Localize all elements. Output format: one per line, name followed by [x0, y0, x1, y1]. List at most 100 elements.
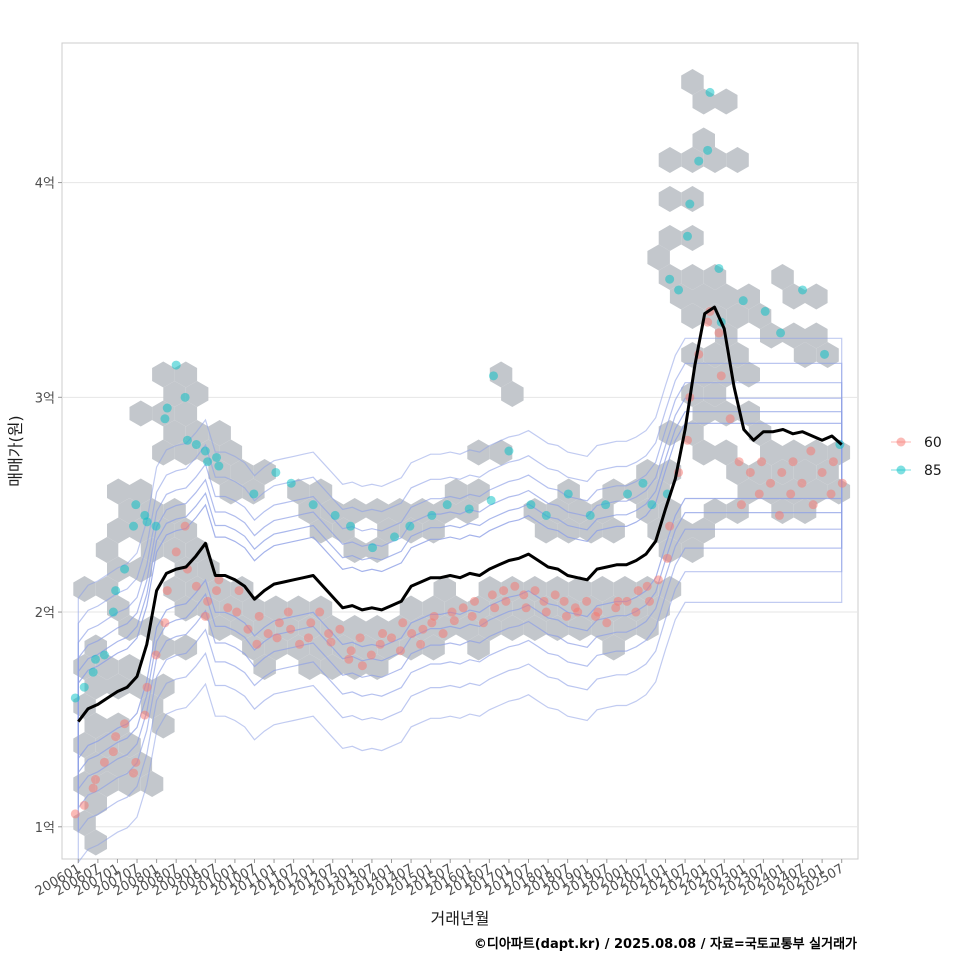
hexbin-cell	[748, 459, 772, 485]
data-point-85	[647, 500, 657, 510]
data-point-85	[131, 500, 141, 510]
hexbin-cell	[726, 147, 749, 173]
hexbin-cell	[388, 498, 411, 524]
data-point-60	[745, 467, 755, 477]
hexbin-cell	[264, 595, 288, 622]
data-point-60	[653, 575, 663, 585]
hexbin-cell	[692, 361, 715, 388]
data-point-85	[249, 489, 259, 499]
hexbin-cell	[760, 439, 783, 466]
data-point-60	[160, 618, 170, 628]
data-point-60	[315, 607, 325, 617]
hexbin-cell	[107, 517, 130, 544]
data-point-60	[837, 478, 847, 488]
data-point-60	[539, 596, 549, 606]
data-point-85	[563, 489, 573, 499]
legend-key-point	[896, 465, 906, 475]
hexbin-cell	[95, 576, 119, 602]
data-point-60	[366, 650, 376, 660]
hexbin-cell	[152, 673, 175, 700]
data-point-60	[573, 607, 583, 617]
data-point-85	[638, 478, 648, 488]
data-point-60	[478, 618, 488, 628]
hexbin-cell	[219, 439, 243, 466]
legend-label: 85	[924, 463, 942, 479]
data-point-85	[526, 500, 536, 510]
data-point-85	[389, 532, 399, 542]
data-point-60	[214, 575, 224, 585]
data-point-60	[272, 633, 282, 643]
data-point-85	[182, 435, 192, 445]
hexbin-cell	[163, 381, 186, 407]
data-point-60	[375, 639, 385, 649]
data-point-60	[151, 650, 161, 660]
data-point-60	[817, 467, 827, 477]
data-point-85	[180, 392, 190, 402]
data-point-85	[504, 446, 514, 456]
data-point-60	[786, 489, 796, 499]
data-point-60	[470, 596, 480, 606]
data-point-60	[395, 646, 405, 656]
hexbin-cell	[422, 634, 445, 661]
hexbin-cell	[152, 712, 175, 739]
data-point-60	[108, 747, 118, 757]
hexbin-cell	[681, 147, 704, 173]
data-point-60	[252, 639, 262, 649]
hexbin-cell	[208, 459, 231, 485]
hexbin-cell	[726, 342, 749, 368]
data-point-60	[644, 596, 654, 606]
hexbin-cell	[129, 478, 153, 505]
hexbin-cell	[174, 439, 198, 466]
hexbin-cell	[692, 400, 715, 427]
hexbin-cell	[84, 751, 107, 778]
data-point-85	[111, 586, 121, 596]
hexbin-cell	[681, 537, 704, 563]
data-point-60	[714, 328, 724, 338]
data-point-85	[760, 306, 770, 316]
data-point-85	[271, 467, 281, 477]
data-point-60	[386, 633, 396, 643]
data-point-85	[685, 199, 695, 209]
data-point-60	[622, 596, 632, 606]
data-point-60	[378, 629, 388, 639]
hexbin-cell	[681, 225, 704, 251]
hexbin-cell	[805, 283, 828, 310]
hexbin-cell	[805, 322, 828, 349]
hexbin-cell	[489, 439, 513, 466]
hexbin-cell	[771, 264, 794, 290]
hexbin-cell	[658, 186, 682, 212]
data-point-60	[171, 547, 181, 557]
data-point-60	[716, 371, 726, 381]
data-point-60	[324, 629, 334, 639]
hexbin-cell	[174, 361, 198, 388]
hexbin-cell	[140, 615, 164, 641]
hexbin-cell	[399, 634, 423, 661]
hexbin-cell	[782, 322, 805, 349]
data-point-60	[418, 624, 428, 634]
data-point-85	[346, 521, 356, 531]
data-point-85	[464, 504, 474, 514]
hexbin-cell	[118, 654, 141, 680]
data-point-60	[274, 618, 284, 628]
data-point-60	[398, 618, 408, 628]
hexbin-cell	[613, 615, 637, 641]
data-point-60	[429, 611, 439, 621]
hexbin-cell	[174, 595, 198, 622]
hexbin-cell	[703, 498, 727, 524]
data-point-60	[541, 607, 551, 617]
data-point-85	[776, 328, 786, 338]
data-point-85	[108, 607, 118, 617]
data-point-60	[70, 809, 80, 819]
hexbin-cell	[636, 615, 659, 641]
hexbin-cell	[793, 342, 817, 368]
data-point-60	[344, 654, 354, 664]
hexbin-cell	[230, 615, 254, 641]
hexbin-cell	[692, 517, 715, 544]
data-point-60	[129, 768, 139, 778]
data-point-60	[510, 581, 520, 591]
data-point-85	[798, 285, 808, 295]
hexbin-cell	[287, 595, 310, 622]
data-point-85	[820, 349, 830, 359]
hexbin-cell	[129, 400, 153, 427]
data-point-60	[79, 800, 89, 810]
